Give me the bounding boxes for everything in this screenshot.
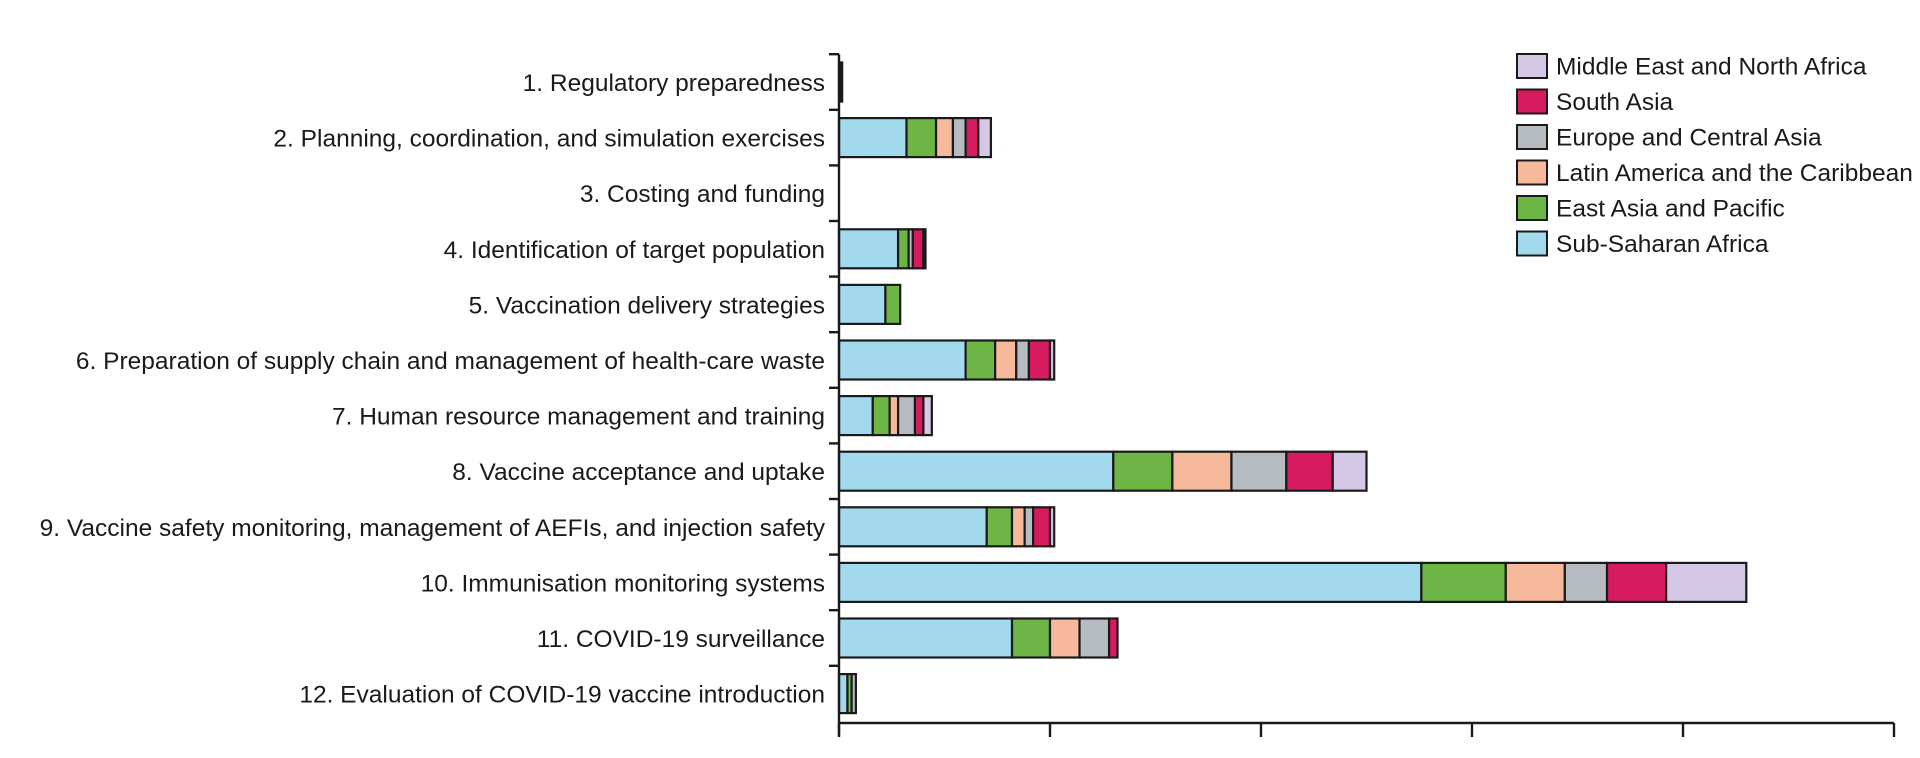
legend-label-europe-and-central-asia: Europe and Central Asia [1556,125,1822,152]
bar-segment-4-middle-east-and-north-africa [922,228,927,270]
bar-segment-5-sub-saharan-africa [837,283,887,325]
category-label-7: 7. Human resource management and trainin… [332,404,825,431]
bar-segment-6-south-asia [1027,339,1052,381]
legend-swatch-east-asia-and-pacific [1516,195,1548,221]
legend-swatch-europe-and-central-asia [1516,124,1548,150]
bar-segment-8-east-asia-and-pacific [1112,450,1174,492]
bar-segment-11-east-asia-and-pacific [1010,617,1052,659]
bar-segment-10-sub-saharan-africa [837,561,1423,604]
bar-segment-7-latin-america-and-the-caribbean [888,395,900,437]
category-label-12: 12. Evaluation of COVID-19 vaccine intro… [299,682,825,709]
bar-segment-11-latin-america-and-the-caribbean [1048,617,1081,659]
category-label-9: 9. Vaccine safety monitoring, management… [40,515,826,542]
bar-segment-4-sub-saharan-africa [837,228,900,270]
bar-segment-9-south-asia [1032,506,1052,548]
bar-segment-2-sub-saharan-africa [837,116,908,159]
bar-segment-10-europe-and-central-asia [1563,561,1609,604]
bar-segment-8-latin-america-and-the-caribbean [1171,450,1233,492]
bar-segment-9-latin-america-and-the-caribbean [1010,506,1026,548]
bar-segment-7-europe-and-central-asia [896,395,917,437]
bar-segment-12-sub-saharan-africa [837,672,849,715]
bar-segment-7-middle-east-and-north-africa [922,395,933,437]
bars-layer [837,61,1748,715]
bar-segment-6-latin-america-and-the-caribbean [994,339,1018,381]
category-label-2: 2. Planning, coordination, and simulatio… [273,126,825,153]
axes-layer [829,53,1896,737]
bar-segment-11-south-asia [1107,617,1119,659]
bar-segment-6-sub-saharan-africa [837,339,967,381]
legend-label-middle-east-and-north-africa: Middle East and North Africa [1556,54,1867,81]
legend-swatch-middle-east-and-north-africa [1516,53,1548,79]
bar-segment-8-middle-east-and-north-africa [1331,450,1368,492]
bar-segment-2-middle-east-and-north-africa [977,116,993,159]
legend-label-latin-america-and-the-caribbean: Latin America and the Caribbean [1556,160,1913,187]
bar-segment-2-europe-and-central-asia [951,116,967,159]
category-labels: 1. Regulatory preparedness 2. Planning, c… [40,70,826,709]
legend-swatch-sub-saharan-africa [1516,230,1548,257]
bar-segment-10-middle-east-and-north-africa [1665,561,1748,604]
bar-segment-6-europe-and-central-asia [1015,339,1030,381]
legend-swatch-latin-america-and-the-caribbean [1516,159,1548,186]
bar-segment-12-europe-and-central-asia [850,672,857,715]
category-label-10: 10. Immunisation monitoring systems [421,570,825,597]
bar-segment-8-sub-saharan-africa [837,450,1115,492]
bar-segment-4-east-asia-and-pacific [896,228,910,270]
bar-segment-9-europe-and-central-asia [1023,506,1035,548]
category-label-8: 8. Vaccine acceptance and uptake [452,459,825,486]
bar-segment-10-south-asia [1605,561,1668,604]
bar-segment-10-latin-america-and-the-caribbean [1504,561,1566,604]
bar-segment-10-east-asia-and-pacific [1420,561,1507,604]
bar-segment-8-south-asia [1285,450,1334,492]
bar-segment-9-middle-east-and-north-africa [1048,506,1056,548]
legend-label-sub-saharan-africa: Sub-Saharan Africa [1556,231,1769,258]
category-label-5: 5. Vaccination delivery strategies [469,292,825,319]
bar-segment-6-middle-east-and-north-africa [1048,339,1056,381]
category-label-11: 11. COVID-19 surveillance [537,626,825,653]
bar-segment-2-east-asia-and-pacific [905,116,938,159]
bar-segment-11-sub-saharan-africa [837,617,1014,659]
category-label-3: 3. Costing and funding [580,181,825,208]
bar-segment-1-east-asia-and-pacific [840,61,844,103]
bar-segment-6-east-asia-and-pacific [964,339,997,381]
bar-segment-8-europe-and-central-asia [1230,450,1288,492]
legend-label-south-asia: South Asia [1556,89,1674,116]
legend-swatch-south-asia [1516,88,1548,115]
bar-segment-2-latin-america-and-the-caribbean [934,116,955,159]
bar-segment-4-south-asia [911,228,925,270]
bar-segment-2-south-asia [964,116,980,159]
bar-segment-11-europe-and-central-asia [1078,617,1111,659]
category-label-4: 4. Identification of target population [444,237,825,264]
bar-segment-9-east-asia-and-pacific [985,506,1014,548]
bar-segment-7-sub-saharan-africa [837,395,874,437]
bar-segment-5-east-asia-and-pacific [884,283,902,325]
legend-label-east-asia-and-pacific: East Asia and Pacific [1556,196,1785,223]
bar-segment-7-east-asia-and-pacific [871,395,891,437]
category-label-1: 1. Regulatory preparedness [523,70,825,97]
bar-segment-9-sub-saharan-africa [837,506,988,548]
bar-segment-7-south-asia [913,395,925,437]
category-label-6: 6. Preparation of supply chain and manag… [76,348,825,375]
legend: Middle East and North Africa South Asia Eu… [1516,53,1913,258]
